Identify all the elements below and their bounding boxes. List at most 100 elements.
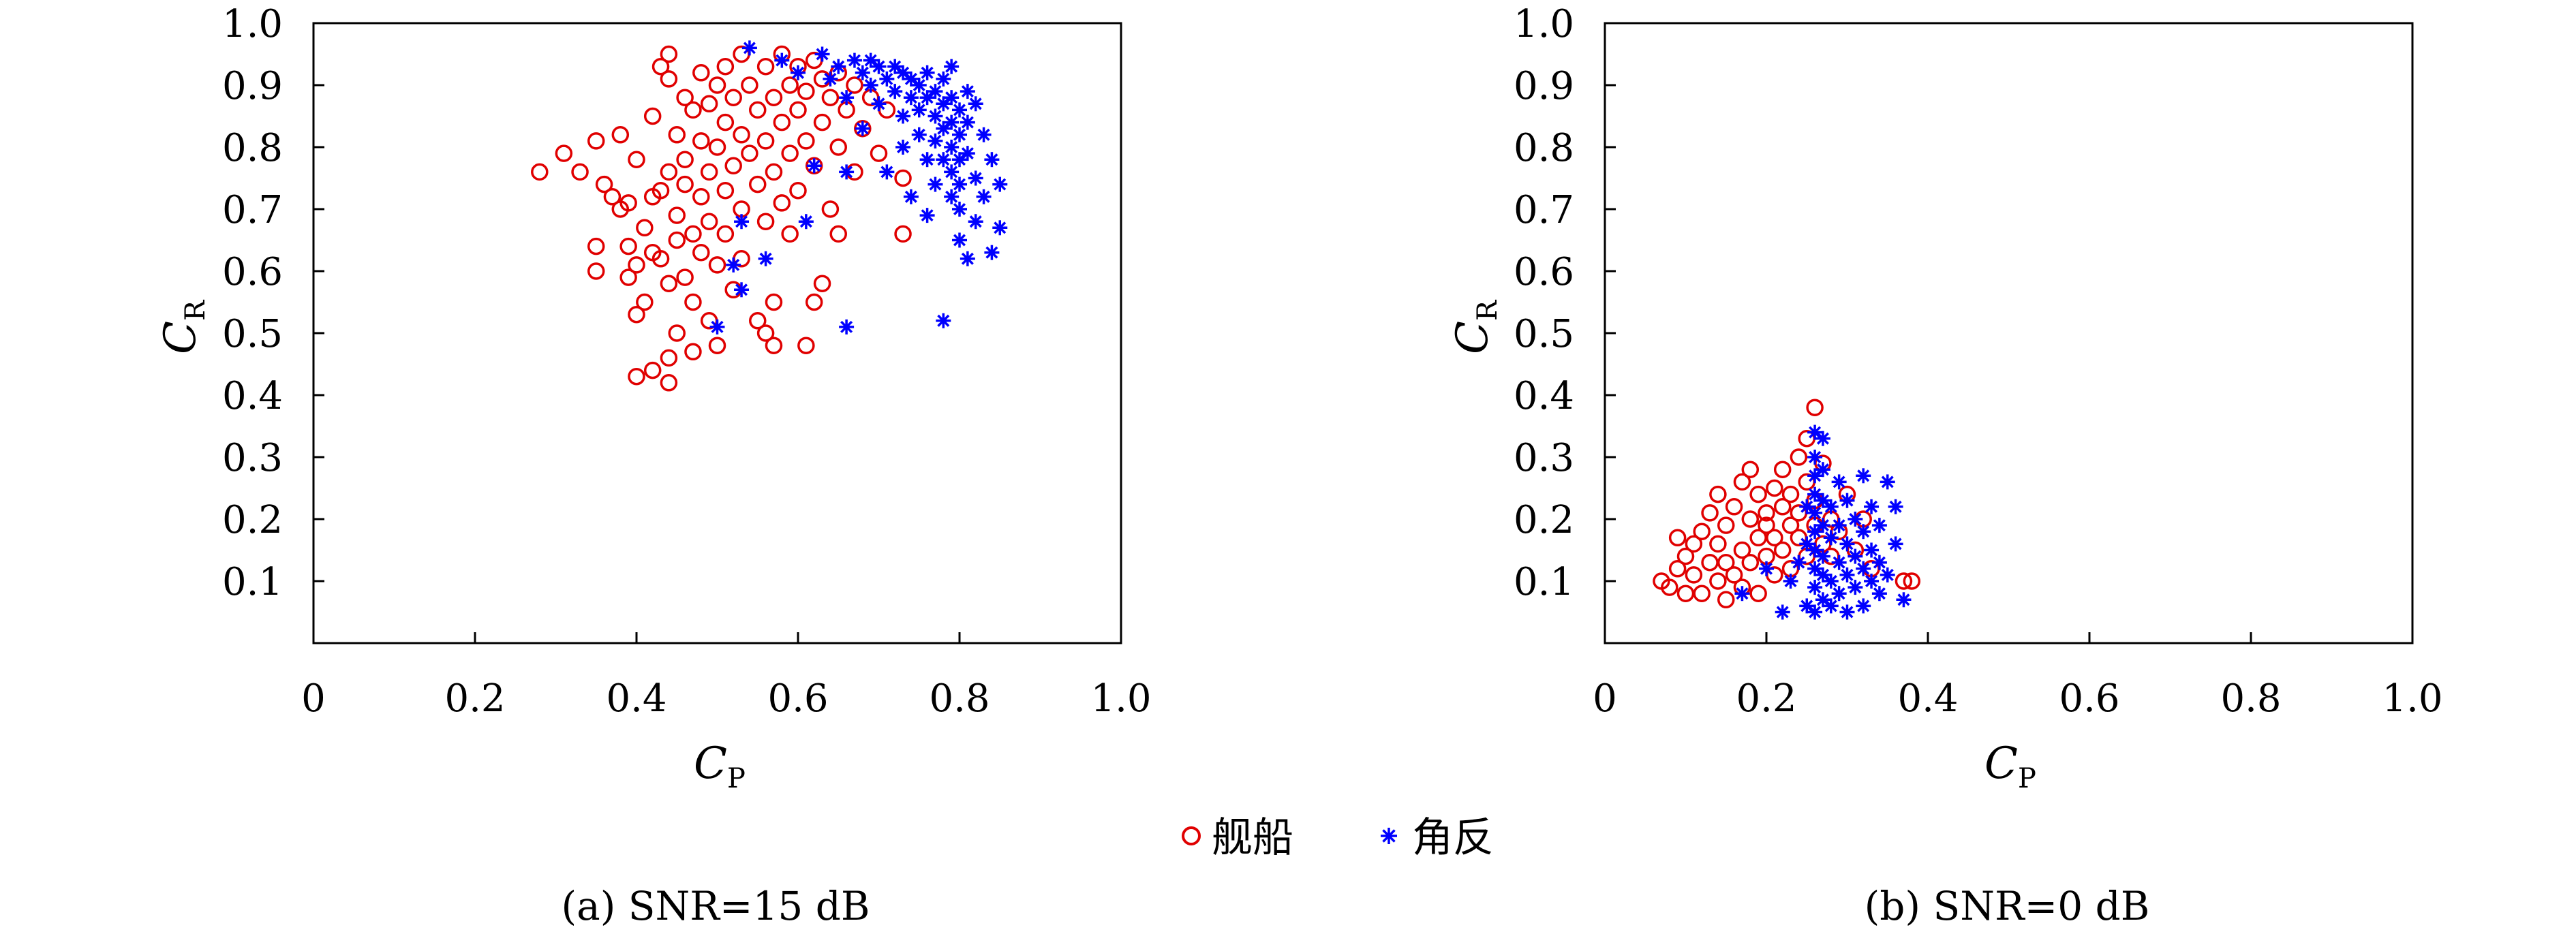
panel-a-ship-point bbox=[587, 132, 605, 150]
panel-b-y-tick-label: 0.5 bbox=[1514, 312, 1574, 356]
panel-b-ship-point bbox=[1806, 399, 1824, 416]
panel-a-x-tick-label: 1.0 bbox=[1090, 676, 1151, 721]
panel-a-ship-point bbox=[660, 349, 678, 367]
panel-b-ship-point bbox=[1903, 572, 1921, 590]
panel-a-ship-point bbox=[716, 225, 735, 243]
panel-b-ship-point bbox=[1693, 585, 1711, 602]
panel-b-ship-point bbox=[1701, 553, 1719, 572]
panel-b-y-axis-label: CR bbox=[1447, 299, 1503, 354]
panel-b-reflector-point bbox=[1807, 604, 1823, 620]
panel-a-reflector-point bbox=[944, 90, 960, 106]
panel-b-reflector-point bbox=[1807, 486, 1823, 502]
panel-a-ship-point bbox=[587, 262, 605, 280]
panel-a-scatter-marks bbox=[531, 40, 1008, 392]
panel-a-reflector-point bbox=[952, 176, 967, 192]
panel-a-ship-point bbox=[765, 89, 783, 106]
panel-b-reflector-point bbox=[1807, 505, 1823, 520]
panel-b-ship-point bbox=[1766, 529, 1783, 547]
panel-a-y-tick-label: 0.4 bbox=[222, 374, 283, 418]
panel-a-ship-point bbox=[628, 256, 645, 274]
panel-a-ship-point bbox=[765, 337, 783, 354]
panel-a-ship-point bbox=[700, 213, 718, 230]
panel-b-reflector-point bbox=[1759, 561, 1774, 576]
panel-a-reflector-point bbox=[903, 90, 919, 106]
panel-a-reflector-point bbox=[960, 251, 975, 266]
panel-a-ship-point bbox=[660, 163, 678, 181]
panel-b-reflector-point bbox=[1831, 555, 1847, 570]
panel-a-reflector-point bbox=[887, 59, 903, 74]
panel-b-reflector-point bbox=[1847, 548, 1863, 564]
panel-a-ship-point bbox=[756, 324, 775, 342]
panel-a-ship-point bbox=[571, 163, 589, 181]
panel-a-y-tick-label: 0.5 bbox=[222, 312, 283, 356]
panel-a-ship-point bbox=[821, 89, 840, 106]
panel-b-reflector-point bbox=[1888, 499, 1903, 514]
panel-a-ship-point bbox=[805, 293, 823, 311]
panel-a-ship-point bbox=[813, 275, 831, 292]
panel-a-ship-point bbox=[797, 132, 815, 150]
panel-b-reflector-point bbox=[1815, 431, 1830, 446]
panel-a-reflector-point bbox=[871, 96, 887, 112]
panel-a-ship-point bbox=[660, 275, 678, 292]
panel-a-y-tick-label: 0.8 bbox=[222, 126, 283, 170]
panel-a-reflector-point bbox=[734, 214, 750, 230]
panel-b-y-ticks: 0.1 0.2 0.3 0.4 0.5 0.6 0.7 0.8 0.9 1.0 bbox=[1514, 2, 1616, 604]
panel-b-reflector-point bbox=[1856, 524, 1871, 540]
panel-a-reflector-point bbox=[984, 245, 1000, 260]
panel-a-reflector-point bbox=[903, 71, 919, 87]
panel-a-reflector-point bbox=[927, 108, 943, 124]
panel-b-ship-point bbox=[1693, 523, 1711, 540]
panel-a-reflector-point bbox=[895, 140, 911, 155]
panel-a-ship-point bbox=[765, 293, 783, 311]
panel-a-ship-point bbox=[619, 268, 637, 286]
panel-a-reflector-point bbox=[936, 121, 951, 136]
panel-a-ship-point bbox=[829, 225, 847, 243]
panel-a-reflector-point bbox=[992, 176, 1008, 192]
panel-a-reflector-point bbox=[936, 152, 951, 168]
panel-b-reflector-point bbox=[1871, 586, 1887, 602]
panel-b-reflector-point bbox=[1775, 604, 1790, 620]
panel-a-reflector-point bbox=[952, 202, 967, 217]
panel-b-ship-point bbox=[1701, 504, 1719, 522]
panel-a-reflector-point bbox=[879, 164, 895, 180]
panel-b-x-tick-label: 0.2 bbox=[1736, 676, 1796, 721]
panel-a-ship-point bbox=[684, 225, 702, 243]
panel-b-ship-point bbox=[1895, 572, 1913, 590]
panel-a-ship-point bbox=[660, 45, 678, 63]
panel-a-ship-point bbox=[741, 76, 758, 94]
panel-b-ship-point bbox=[1773, 541, 1792, 559]
panel-a-ship-point bbox=[733, 126, 750, 144]
panel-b-x-ticks: 0 0.2 0.4 0.6 0.8 1.0 bbox=[1593, 632, 2443, 721]
panel-b-x-tick-label: 0.6 bbox=[2059, 676, 2119, 721]
panel-b-reflector-point bbox=[1839, 536, 1855, 552]
panel-a-reflector-point bbox=[952, 232, 967, 248]
panel-a-reflector-point bbox=[791, 65, 806, 80]
panel-a-y-tick-label: 0.1 bbox=[222, 560, 283, 604]
panel-a-reflector-point bbox=[806, 158, 822, 174]
panel-b-ship-point bbox=[1773, 498, 1792, 516]
panel-b-ship-point bbox=[1709, 572, 1727, 590]
panel-a-y-tick-label: 0.3 bbox=[222, 436, 283, 480]
panel-a-reflector-point bbox=[944, 189, 960, 204]
panel-a-ship-point bbox=[749, 175, 767, 193]
panel-a-ship-point bbox=[829, 138, 847, 156]
panel-a-reflector-point bbox=[903, 189, 919, 204]
panel-b-reflector-point bbox=[1815, 548, 1830, 564]
panel-a-ship-point bbox=[821, 200, 840, 218]
panel-a-reflector-point bbox=[919, 208, 935, 223]
panel-a-ship-point bbox=[555, 144, 573, 162]
panel-a-reflector-point bbox=[911, 78, 927, 93]
panel-a-reflector-point bbox=[936, 71, 951, 87]
panel-a-ship-point bbox=[773, 113, 791, 131]
panel-a-ship-point bbox=[781, 225, 799, 243]
panel-a-x-tick-label: 0.4 bbox=[606, 676, 666, 721]
panel-b-y-tick-label: 1.0 bbox=[1514, 2, 1574, 46]
panel-b-ship-point bbox=[1766, 479, 1783, 497]
panel-a-reflector-point bbox=[879, 71, 895, 87]
panel-a-reflector-point bbox=[944, 114, 960, 130]
panel-b-reflector-point bbox=[1807, 542, 1823, 558]
panel-a-reflector-point bbox=[976, 127, 992, 142]
panel-a-ship-point bbox=[684, 293, 702, 311]
panel-a-reflector-point bbox=[774, 52, 790, 68]
panel-a-ship-point bbox=[797, 337, 815, 354]
